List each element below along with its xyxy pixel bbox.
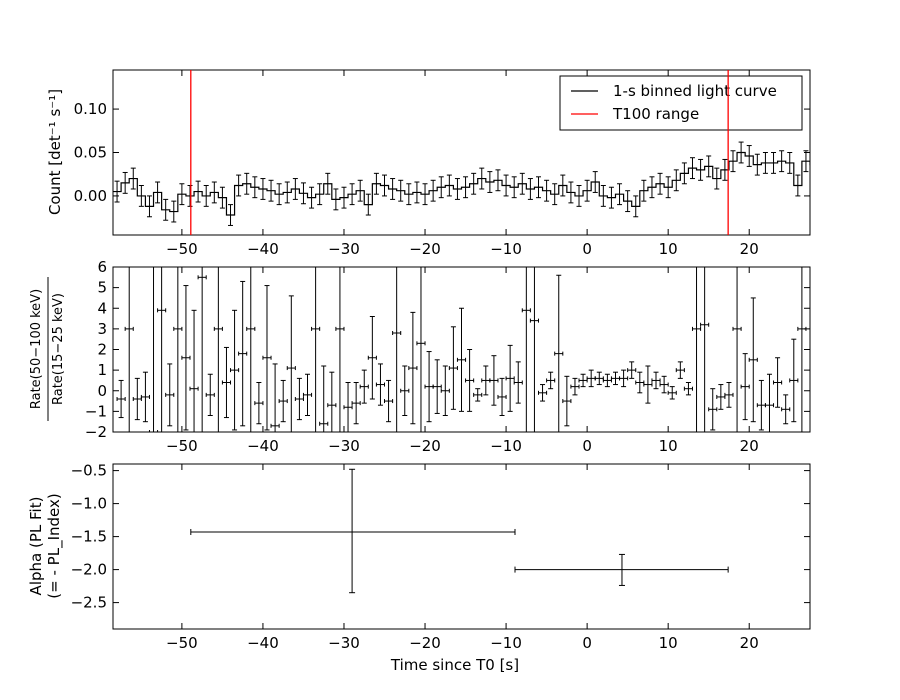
x-tick-label: 10 <box>659 437 678 455</box>
x-tick-label: 0 <box>582 634 592 652</box>
panel-light-curve: Count [det⁻¹ s⁻¹] 1-s binned light curve… <box>46 69 811 258</box>
y-axis-label: Rate(50−100 keV) Rate(15−25 keV) <box>29 277 66 421</box>
y-tick-label: −1.0 <box>71 495 107 513</box>
x-tick-label: −40 <box>247 634 279 652</box>
x-tick-label: −10 <box>490 437 522 455</box>
x-axis-label: Time since T0 [s] <box>390 656 519 674</box>
x-tick-label: −10 <box>490 240 522 258</box>
data-layer <box>116 267 807 432</box>
x-tick-label: 0 <box>582 240 592 258</box>
x-tick-label: −40 <box>247 437 279 455</box>
x-tick-label: −20 <box>409 240 441 258</box>
y-tick-label: 0.00 <box>74 187 107 205</box>
y-tick-label: 1 <box>97 361 107 379</box>
y-tick-label: 5 <box>97 279 107 297</box>
x-tick-label: 10 <box>659 240 678 258</box>
y-axis-label-line1: Alpha (PL Fit) <box>27 497 45 596</box>
x-tick-label: −20 <box>409 437 441 455</box>
x-tick-label: −30 <box>328 437 360 455</box>
x-tick-label: −40 <box>247 240 279 258</box>
y-tick-label: 6 <box>97 258 107 276</box>
x-tick-label: −10 <box>490 634 522 652</box>
light-curve-line <box>113 151 810 216</box>
x-tick-label: 0 <box>582 437 592 455</box>
legend-label-t100: T100 range <box>612 105 699 123</box>
legend-label-light-curve: 1-s binned light curve <box>613 82 777 100</box>
x-tick-label: 20 <box>740 437 759 455</box>
y-tick-label: 0.05 <box>74 144 107 162</box>
y-tick-label: −2 <box>85 423 107 441</box>
plot-frame <box>112 463 811 630</box>
legend: 1-s binned light curve T100 range <box>559 75 803 131</box>
y-axis-label-denominator: Rate(15−25 keV) <box>51 293 66 405</box>
data-layer <box>113 70 810 235</box>
x-tick-label: −20 <box>409 634 441 652</box>
y-axis-label: Count [det⁻¹ s⁻¹] <box>46 89 64 215</box>
y-tick-label: 2 <box>97 341 107 359</box>
y-tick-label: 0 <box>97 382 107 400</box>
y-axis-label-numerator: Rate(50−100 keV) <box>29 289 44 409</box>
panel-photon-index: Alpha (PL Fit) (= - PL_Index) Time since… <box>27 462 811 674</box>
y-tick-label: −2.0 <box>71 561 107 579</box>
x-tick-label: 20 <box>740 634 759 652</box>
x-tick-label: −50 <box>166 240 198 258</box>
y-tick-label: 0.10 <box>74 100 107 118</box>
x-tick-label: −50 <box>166 634 198 652</box>
y-axis-label-line2: (= - PL_Index) <box>45 493 64 598</box>
y-tick-label: −0.5 <box>71 462 107 480</box>
x-tick-label: 10 <box>659 634 678 652</box>
x-tick-label: −50 <box>166 437 198 455</box>
y-tick-label: −1.5 <box>71 528 107 546</box>
y-tick-label: 4 <box>97 299 107 317</box>
y-tick-label: 3 <box>97 320 107 338</box>
x-tick-label: −30 <box>328 634 360 652</box>
x-tick-label: −30 <box>328 240 360 258</box>
y-tick-label: −1 <box>85 402 107 420</box>
y-tick-label: −2.5 <box>71 594 107 612</box>
x-tick-label: 20 <box>740 240 759 258</box>
panel-hardness-ratio: Rate(50−100 keV) Rate(15−25 keV) −50 −40 −… <box>29 258 811 455</box>
